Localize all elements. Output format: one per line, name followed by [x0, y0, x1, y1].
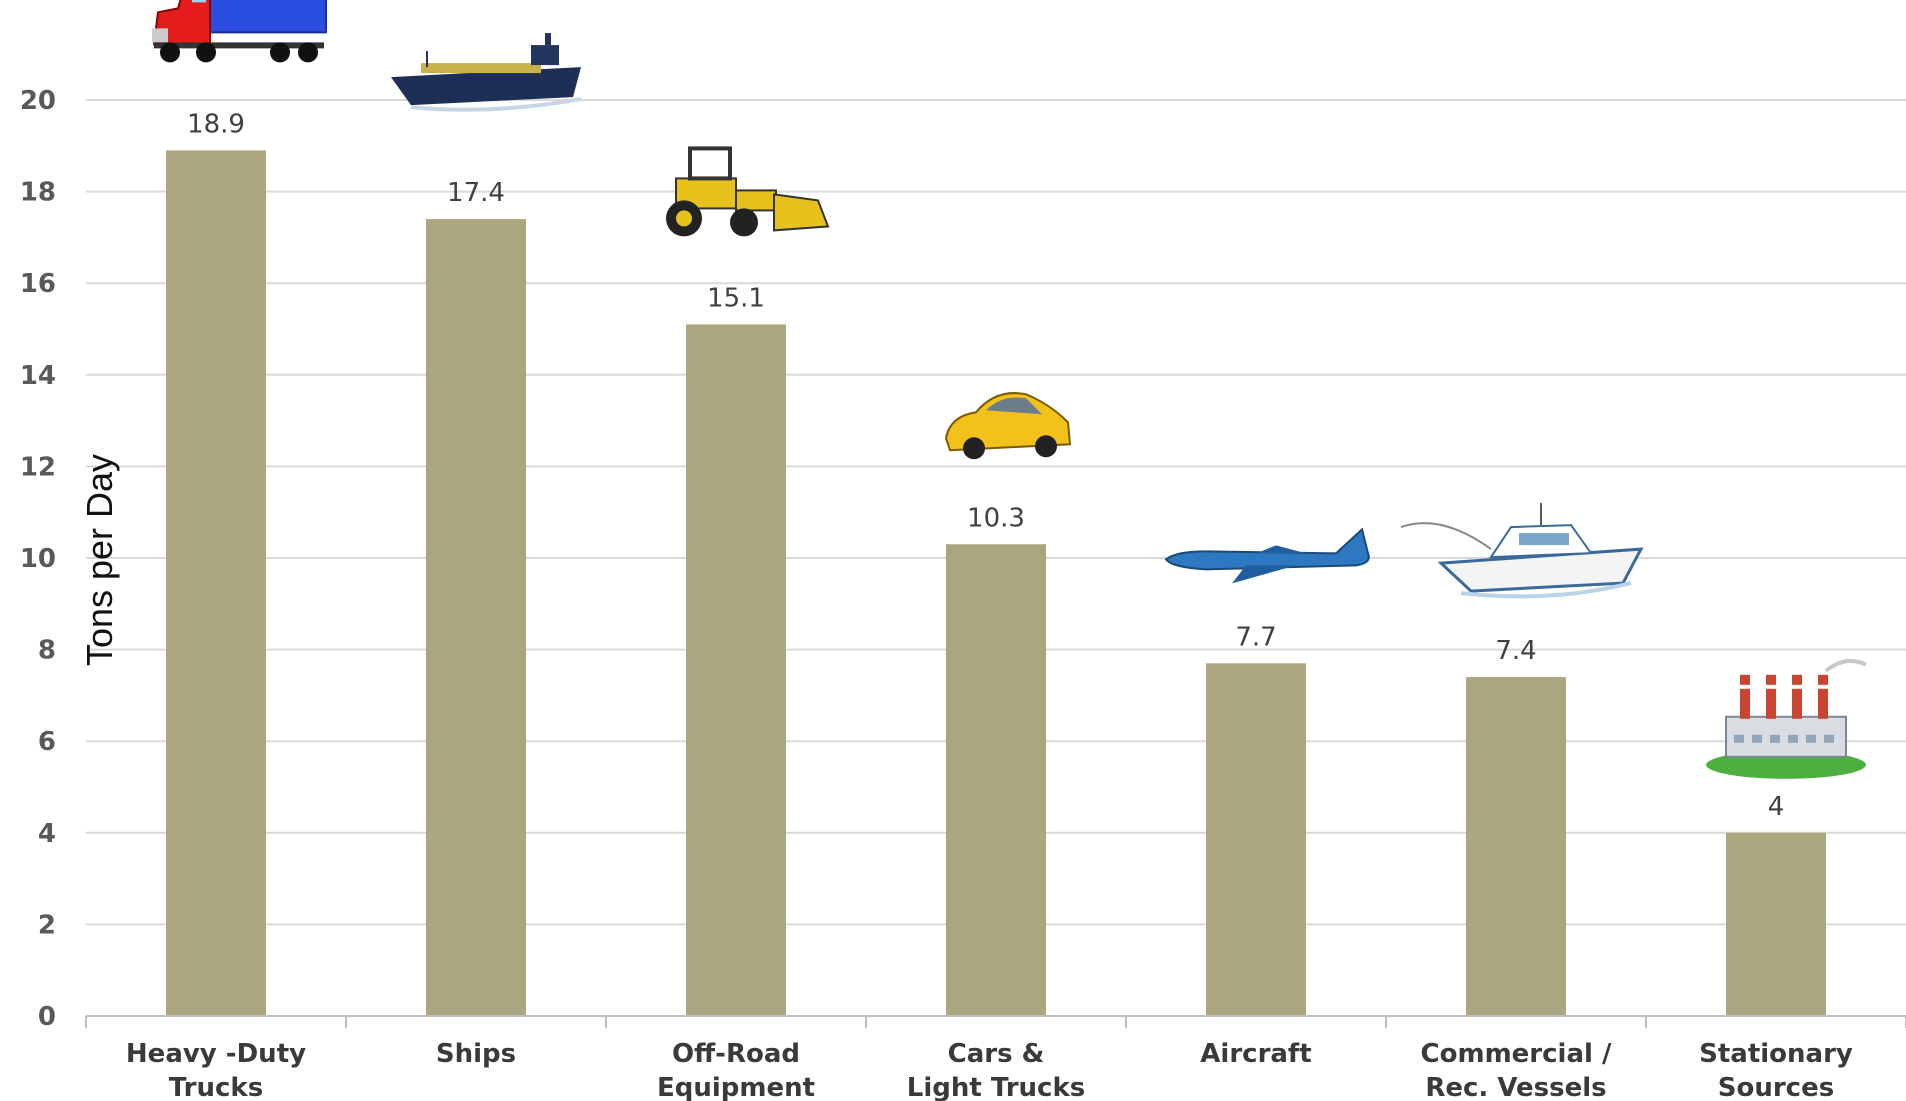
category-label: Stationary — [1699, 1039, 1853, 1069]
category-label: Aircraft — [1200, 1039, 1311, 1069]
bar — [1466, 677, 1566, 1016]
data-label: 7.4 — [1495, 636, 1536, 666]
car-icon — [944, 392, 1072, 460]
airplane-icon — [1164, 527, 1370, 584]
category-label: Ships — [436, 1039, 516, 1069]
data-label: 15.1 — [707, 283, 765, 313]
y-tick-label: 6 — [38, 727, 56, 757]
x-axis-tick-marks — [85, 1016, 1906, 1028]
boat-icon — [1400, 503, 1644, 599]
category-label: Heavy -Duty — [126, 1039, 306, 1069]
y-tick-label: 10 — [20, 544, 56, 574]
y-tick-label: 14 — [20, 361, 56, 391]
category-label: Trucks — [169, 1073, 263, 1101]
bar — [686, 324, 786, 1016]
bar — [1206, 663, 1306, 1016]
data-labels: 18.9 17.4 15.1 10.3 7.7 7.4 4 — [187, 109, 1784, 821]
y-tick-label: 12 — [20, 452, 56, 482]
data-label: 10.3 — [967, 503, 1025, 533]
y-tick-label: 18 — [20, 178, 56, 208]
category-label: Commercial / — [1421, 1039, 1612, 1069]
bar — [1726, 832, 1826, 1016]
factory-icon — [1706, 658, 1867, 779]
data-label: 4 — [1768, 792, 1785, 822]
truck-icon — [152, 0, 327, 63]
category-label: Equipment — [657, 1073, 815, 1101]
y-tick-label: 0 — [38, 1002, 56, 1032]
data-label: 7.7 — [1235, 622, 1276, 652]
y-axis-ticks: 0 2 4 6 8 10 12 14 16 18 20 — [20, 86, 56, 1032]
category-label: Rec. Vessels — [1425, 1073, 1606, 1101]
bar — [946, 544, 1046, 1016]
category-label: Light Trucks — [907, 1073, 1085, 1101]
bars — [166, 150, 1826, 1016]
category-label: Cars & — [948, 1039, 1045, 1069]
y-axis-label: Tons per Day — [79, 454, 120, 666]
data-label: 17.4 — [447, 178, 505, 208]
ship-icon — [391, 33, 582, 112]
category-labels: Heavy -Duty Trucks Ships Off-Road Equipment C… — [126, 1039, 1853, 1101]
bar — [166, 150, 266, 1016]
vehicle-icons — [152, 0, 1867, 779]
category-label: Off-Road — [672, 1039, 800, 1069]
bulldozer-icon — [666, 146, 830, 237]
y-tick-label: 8 — [38, 636, 56, 666]
y-tick-label: 4 — [38, 819, 56, 849]
category-label: Sources — [1718, 1073, 1834, 1101]
data-label: 18.9 — [187, 109, 245, 139]
y-tick-label: 16 — [20, 269, 56, 299]
y-tick-label: 20 — [20, 86, 56, 116]
y-tick-label: 2 — [38, 910, 56, 940]
bar — [426, 219, 526, 1016]
